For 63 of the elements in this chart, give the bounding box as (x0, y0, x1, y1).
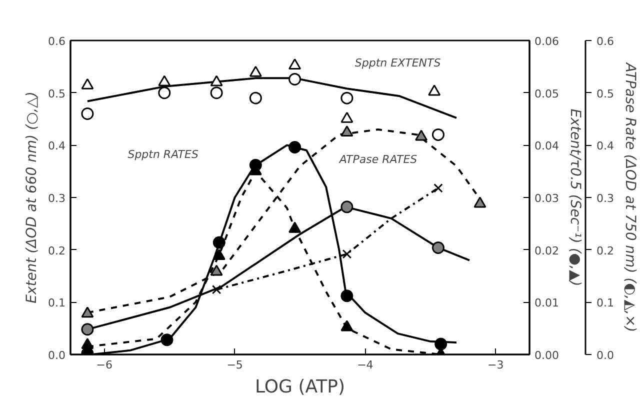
point (415, 130, 428, 141)
y3-axis-title: ATPase Rate (ΔOD at 750 nm) (◐,◭,×) (622, 62, 638, 332)
y-tick-label: 0.2 (48, 244, 66, 258)
point (288, 141, 302, 154)
point (210, 264, 223, 276)
y2-tick-label: 0.03 (534, 192, 559, 205)
y2-tick-label: 0.02 (534, 244, 559, 258)
y2-tick-label: 0.04 (534, 140, 559, 153)
point (81, 108, 94, 120)
point (249, 92, 262, 104)
point (434, 183, 443, 193)
point (340, 320, 354, 332)
point (340, 112, 354, 123)
x-tick-label: −5 (226, 358, 243, 372)
x-tick-label: −4 (357, 358, 374, 372)
point (210, 86, 223, 100)
y3-tick-label: 0.6 (596, 35, 614, 48)
y2-tick-label: 0.05 (534, 87, 559, 100)
y3-tick-label: 0.0 (596, 349, 614, 362)
point (428, 84, 441, 96)
y-tick-label: 0.3 (48, 192, 66, 205)
point (432, 128, 444, 141)
y2-tick-label: 0.01 (534, 296, 559, 310)
y-tick-label: 0.5 (48, 87, 66, 100)
annotation: ATPase RATES (338, 153, 418, 166)
point (342, 249, 352, 259)
y3-tick-label: 0.2 (596, 244, 614, 258)
y2-tick-label: 0.00 (534, 349, 559, 362)
y3-tick-label: 0.4 (596, 140, 614, 153)
y-tick-label: 0.4 (48, 140, 66, 153)
point (340, 92, 354, 104)
point (432, 242, 444, 254)
point (81, 323, 94, 336)
point (81, 306, 94, 318)
x-tick-label: −6 (96, 358, 113, 372)
point (81, 338, 94, 350)
y-axis-title: Extent (ΔOD at 660 nm) (○,△) (24, 92, 40, 304)
point (210, 75, 223, 86)
annotation: Spptn EXTENTS (354, 56, 441, 70)
point (158, 75, 171, 86)
point (288, 58, 302, 70)
y-tick-label: 0.0 (48, 349, 66, 362)
point (81, 78, 94, 90)
y2-axis-title: Extent/τ0.5 (Sec⁻¹) (●,▲) (566, 108, 583, 286)
y3-tick-label: 0.1 (596, 296, 614, 310)
y2-tick-label: 0.06 (534, 35, 559, 48)
x-axis-title: LOG (ATP) (254, 376, 346, 398)
y-tick-label: 0.1 (48, 296, 66, 310)
point (249, 66, 262, 77)
y-tick-label: 0.6 (48, 35, 66, 48)
point (474, 196, 486, 208)
y3-tick-label: 0.5 (596, 87, 614, 100)
point (288, 222, 302, 233)
point (340, 126, 354, 137)
point (212, 284, 222, 294)
point (288, 72, 302, 86)
point (340, 200, 354, 214)
point (158, 86, 171, 100)
annotation: Spptn RATES (128, 148, 198, 161)
point (212, 236, 226, 249)
point (340, 290, 354, 302)
y3-tick-label: 0.3 (596, 192, 614, 205)
x-tick-label: −3 (487, 358, 504, 372)
